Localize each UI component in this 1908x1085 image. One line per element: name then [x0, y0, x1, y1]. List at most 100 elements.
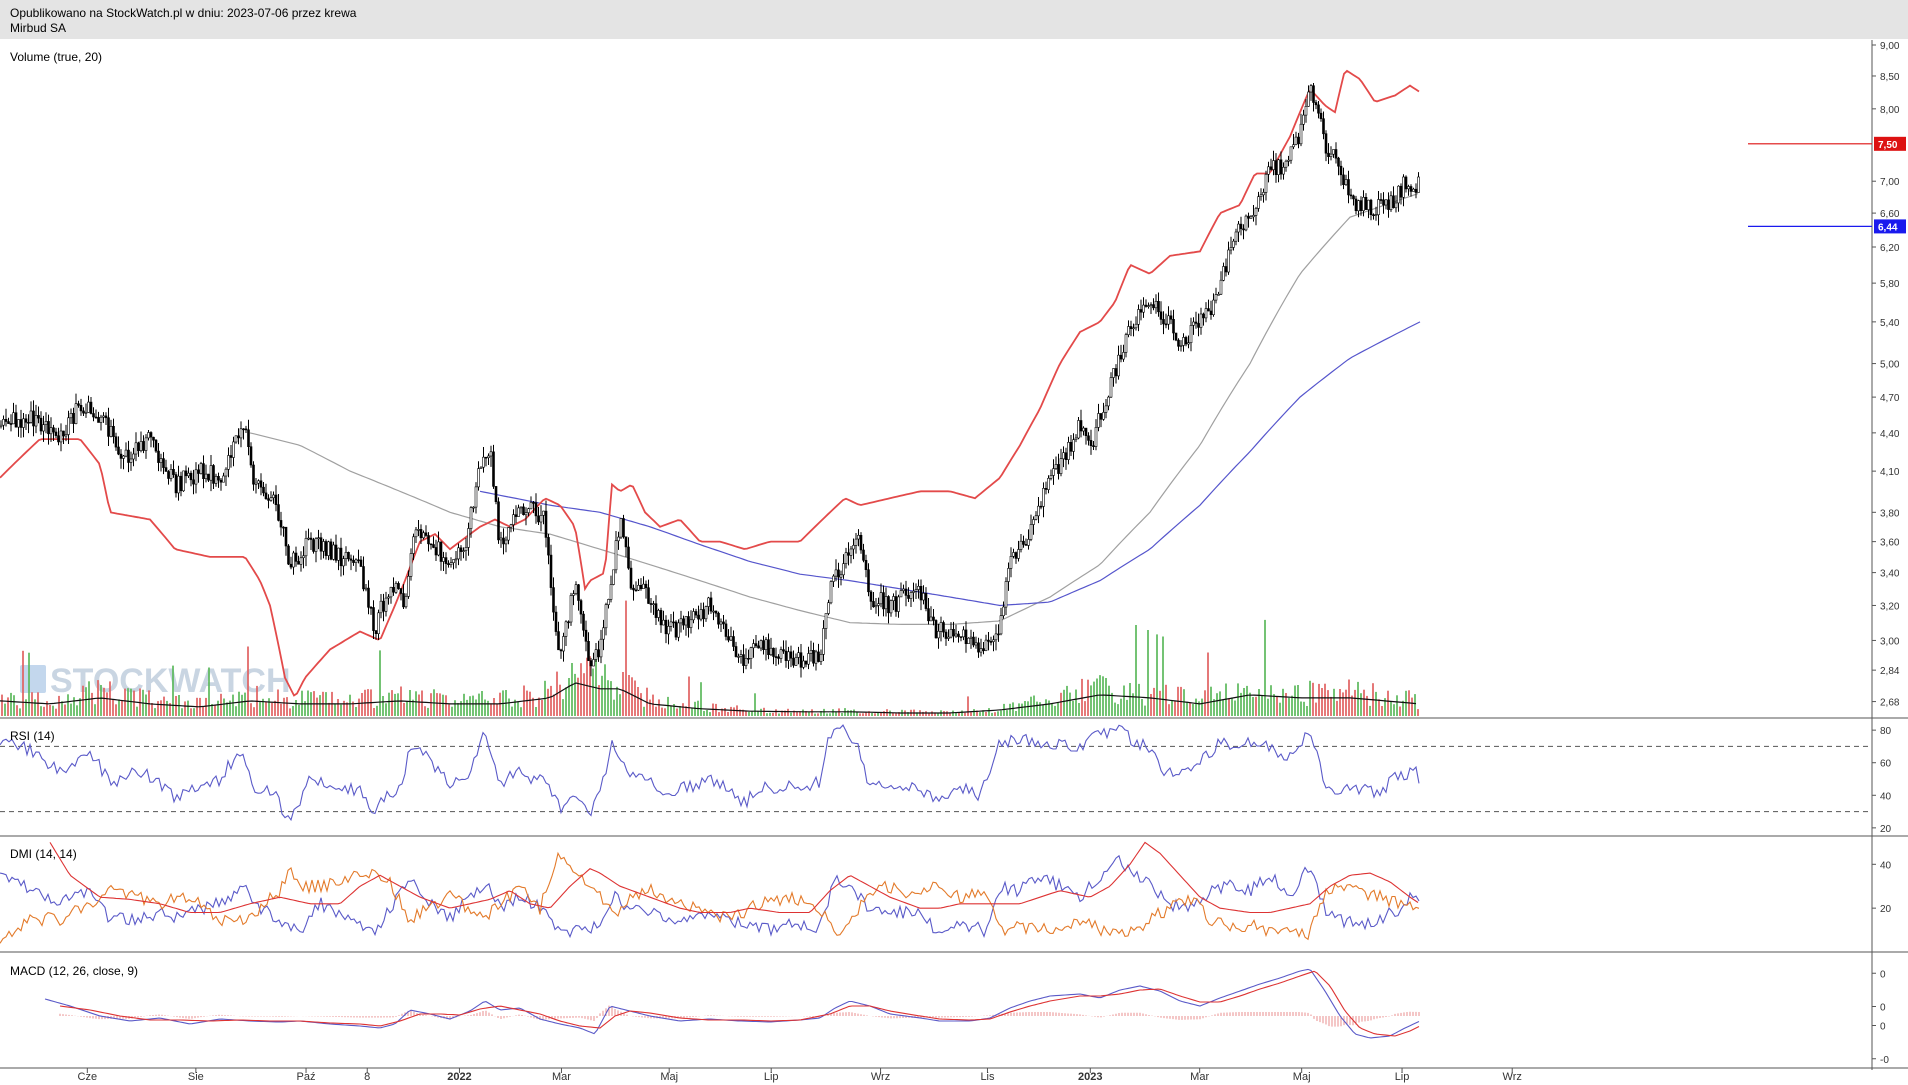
macd-panel [44, 968, 1420, 1039]
candle-body [572, 593, 575, 596]
candle-body [937, 630, 940, 639]
volume-bar [922, 711, 924, 716]
candle-body [1157, 300, 1160, 313]
dmi-panel-title: DMI (14, 14) [10, 847, 77, 861]
volume-bar [1276, 696, 1278, 716]
candle-body [917, 585, 920, 590]
candle-body [354, 559, 358, 563]
volume-bar [436, 693, 438, 716]
candle-body [804, 660, 808, 665]
volume-bar [637, 687, 639, 716]
candle-body [229, 455, 233, 458]
candle-body [1129, 326, 1133, 330]
candle-body [467, 528, 470, 548]
volume-bar [136, 706, 138, 716]
candle-body [1209, 310, 1213, 316]
candle-body [107, 417, 110, 437]
volume-bar [1333, 688, 1335, 716]
candle-body [259, 480, 263, 488]
candle-body [54, 431, 58, 436]
x-tick-label: Cze [78, 1071, 98, 1083]
candle-body [779, 649, 783, 659]
candle-body [1094, 427, 1098, 447]
candle-body [1172, 318, 1175, 334]
candle-body [22, 418, 25, 428]
volume-panel [0, 600, 1419, 716]
candle-body [1182, 337, 1185, 346]
volume-bar [208, 667, 210, 716]
volume-bar [1, 694, 3, 716]
candle-body [134, 442, 138, 455]
volume-bar [598, 685, 600, 716]
volume-bar [802, 709, 804, 716]
candle-body [424, 532, 428, 536]
volume-bar [106, 692, 108, 716]
dmi-tick-label: 40 [1880, 860, 1892, 871]
candle-body [1239, 223, 1243, 230]
volume-bar [1084, 701, 1086, 716]
candle-body [742, 654, 745, 666]
candle-body [1007, 568, 1010, 582]
candle-body [1117, 354, 1120, 377]
candle-body [947, 636, 950, 639]
candle-body [1217, 293, 1220, 296]
volume-bar [286, 697, 288, 716]
candle-body [264, 492, 268, 499]
volume-bar [385, 703, 387, 716]
rsi-panel [0, 724, 1872, 822]
candle-body [1389, 195, 1393, 210]
volume-bar [1162, 636, 1164, 716]
volume-bar [1384, 698, 1386, 716]
volume-bar [1414, 694, 1416, 716]
volume-bar [1120, 698, 1122, 716]
volume-bar [634, 680, 636, 716]
price-tick-label: 6,20 [1880, 243, 1900, 254]
volume-bar [298, 704, 300, 716]
volume-bar [1129, 683, 1131, 716]
volume-bar [391, 690, 393, 716]
candle-body [1047, 477, 1050, 490]
candle-body [409, 553, 413, 577]
candle-body [692, 611, 695, 621]
candle-body [42, 424, 45, 432]
volume-bar [46, 701, 48, 716]
volume-bar [787, 708, 789, 716]
candle-body [682, 618, 685, 626]
candle-body [459, 547, 463, 552]
candle-body [834, 569, 838, 577]
candle-body [399, 588, 403, 594]
candle-body [1284, 160, 1288, 168]
candle-body [7, 421, 10, 424]
x-tick-label: Wrz [871, 1071, 890, 1083]
volume-bar [817, 713, 819, 716]
candle-body [569, 595, 573, 623]
candle-body [179, 475, 183, 492]
volume-bar [673, 704, 675, 716]
volume-bar [1171, 700, 1173, 716]
volume-bar [859, 713, 861, 716]
candle-body [212, 465, 215, 484]
candle-body [482, 456, 485, 468]
volume-bar [1321, 688, 1323, 716]
candle-body [1267, 166, 1270, 175]
volume-bar [250, 703, 252, 716]
volume-bar [997, 711, 999, 716]
volume-bar [868, 711, 870, 716]
candle-body [89, 401, 93, 414]
candle-body [112, 425, 115, 437]
price-tick-label: 8,00 [1880, 105, 1900, 116]
volume-bar [163, 696, 165, 716]
volume-bar [706, 710, 708, 716]
candle-body [507, 527, 510, 541]
candle-body [117, 446, 120, 455]
volume-bar [1144, 705, 1146, 716]
volume-bar [151, 703, 153, 716]
candle-body [364, 587, 368, 590]
candle-body [17, 419, 20, 428]
candle-body [677, 622, 680, 638]
candle-body [84, 412, 88, 414]
price-tick-label: 2,84 [1880, 666, 1900, 677]
volume-bar [757, 710, 759, 716]
candle-body [1347, 179, 1350, 196]
